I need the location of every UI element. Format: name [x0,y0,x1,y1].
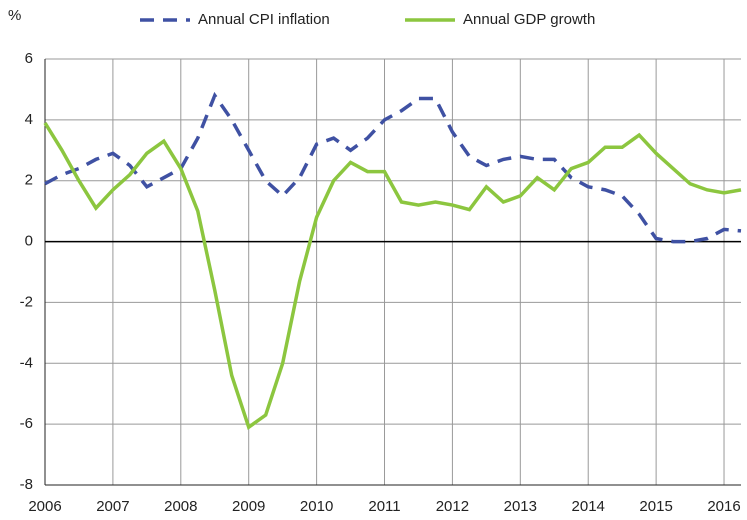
y-tick-label: -2 [20,293,33,310]
y-tick-label: -8 [20,476,33,493]
legend-label: Annual GDP growth [463,11,595,28]
y-tick-label: 4 [25,111,33,128]
legend-label: Annual CPI inflation [198,11,330,28]
x-tick-label: 2007 [96,498,129,515]
x-tick-label: 2014 [572,498,605,515]
x-tick-label: 2006 [28,498,61,515]
y-tick-label: -6 [20,415,33,432]
series-line [44,91,742,244]
y-tick-label: 0 [25,233,33,250]
y-tick-label: 2 [25,172,33,189]
y-tick-label: -4 [20,354,33,371]
x-tick-label: 2015 [639,498,672,515]
x-tick-label: 2011 [368,498,400,515]
x-tick-label: 2009 [232,498,265,515]
x-tick-label: 2010 [300,498,333,515]
x-tick-label: 2008 [164,498,197,515]
x-tick-label: 2013 [504,498,537,515]
y-tick-label: 6 [25,50,33,67]
series-line [43,121,742,430]
y-axis-label: % [8,7,21,24]
x-tick-label: 2016 [707,498,740,515]
x-tick-label: 2012 [436,498,469,515]
